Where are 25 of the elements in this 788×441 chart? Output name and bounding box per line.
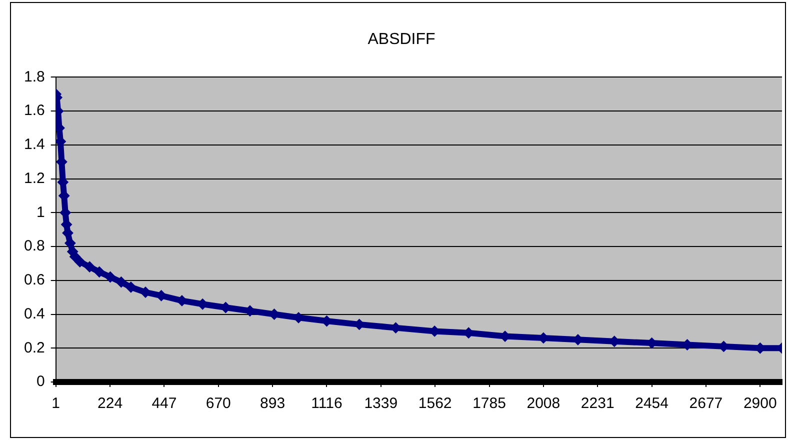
x-tick-label: 1339 xyxy=(364,395,398,412)
y-tick-label: 1 xyxy=(36,204,45,221)
x-tick-label: 224 xyxy=(98,395,123,412)
x-tick-label: 893 xyxy=(260,395,286,412)
y-tick-label: 0 xyxy=(36,373,45,390)
y-tick-label: 0.6 xyxy=(24,272,45,289)
y-tick-label: 1.6 xyxy=(24,102,45,120)
y-tick-label: 0.4 xyxy=(24,305,45,322)
x-tick-label: 2454 xyxy=(635,395,668,412)
y-tick-label: 0.8 xyxy=(24,238,45,255)
x-tick-label: 2231 xyxy=(580,395,614,412)
x-tick-label: 447 xyxy=(152,395,177,412)
x-tick-label: 670 xyxy=(206,395,231,412)
x-tick-label: 1785 xyxy=(472,395,506,412)
x-tick-label: 1 xyxy=(52,395,60,412)
x-tick-label: 2677 xyxy=(689,395,723,412)
y-tick-label: 0.2 xyxy=(24,339,45,356)
x-tick-label: 2900 xyxy=(743,395,777,412)
y-tick-label: 1.4 xyxy=(24,136,45,154)
y-tick-label: 1.8 xyxy=(24,68,45,86)
x-tick-label: 1116 xyxy=(311,395,342,412)
chart-title: ABSDIFF xyxy=(368,31,436,48)
y-tick-label: 1.2 xyxy=(24,170,45,187)
x-tick-label: 1562 xyxy=(418,395,452,412)
x-tick-label: 2008 xyxy=(526,395,560,412)
